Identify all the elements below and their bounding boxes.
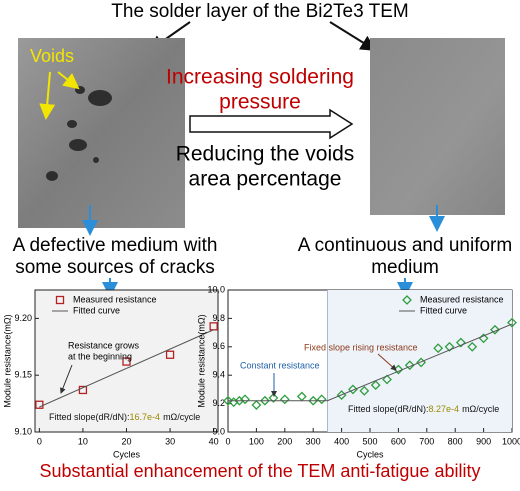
x-tick-label: 30 — [165, 436, 175, 446]
point — [316, 394, 327, 405]
point — [490, 324, 500, 335]
y-tick-label: 9.6 — [212, 341, 225, 351]
point — [240, 394, 250, 405]
x-tick-label: 0 — [225, 436, 230, 446]
point — [382, 374, 392, 385]
point — [433, 343, 444, 354]
slope-part: mΩ/cycle — [163, 412, 200, 422]
x-tick-label: 40 — [209, 436, 219, 446]
x-tick-label: 1000 — [502, 436, 520, 446]
y-tick-label: 9.4 — [212, 370, 225, 380]
annotation: at the beginning — [68, 351, 132, 361]
slope-part: mΩ/cycle — [462, 404, 499, 414]
slope-text: Fitted slope(dR/dN):8.27e-4 mΩ/cycle — [348, 404, 499, 414]
x-tick-label: 10 — [78, 436, 88, 446]
slope-part: Fitted slope(dR/dN): — [49, 412, 130, 422]
x-tick-label: 300 — [306, 436, 321, 446]
voids — [46, 86, 112, 181]
voids-text: area percentage — [189, 168, 342, 191]
caption: A defective medium with — [13, 235, 218, 256]
fitted-line — [39, 329, 214, 408]
legend-label: Measured resistance — [420, 294, 504, 304]
point — [444, 341, 455, 352]
pressure-text: pressure — [219, 91, 301, 114]
x-axis-label: Cycles — [356, 449, 384, 459]
y-tick-label: 10.0 — [207, 284, 225, 294]
point — [78, 385, 88, 395]
point — [467, 341, 478, 352]
x-tick-label: 800 — [448, 436, 463, 446]
arrow — [57, 71, 80, 90]
point — [308, 395, 319, 406]
legend-label: Fitted curve — [73, 305, 120, 315]
y-axis-label: Module resistance(mΩ) — [2, 314, 12, 407]
point — [35, 400, 44, 409]
shaded-region — [327, 290, 512, 432]
x-tick-label: 400 — [334, 436, 349, 446]
x-tick-label: 600 — [391, 436, 406, 446]
plot-area — [34, 289, 219, 433]
point — [122, 357, 131, 366]
caption: A continuous and uniform — [298, 235, 512, 256]
arrow — [329, 21, 377, 52]
y-tick-label: 9.8 — [212, 313, 225, 323]
point — [165, 350, 175, 359]
slope-part: Fitted slope(dR/dN): — [348, 404, 429, 414]
x-tick-label: 20 — [121, 436, 131, 446]
caption: some sources of cracks — [15, 257, 215, 278]
point — [223, 395, 233, 406]
y-tick-label: 9.15 — [14, 370, 32, 380]
pressure-text: Increasing soldering — [166, 66, 354, 89]
fitted-line — [228, 323, 513, 402]
slope-text: Fitted slope(dR/dN):16.7e-4 mΩ/cycle — [49, 412, 200, 422]
point — [348, 384, 358, 395]
annotation: Fixed slope rising resistance — [304, 342, 418, 352]
slope-part: 8.27e-4 — [429, 404, 460, 414]
x-tick-label: 700 — [419, 436, 434, 446]
point — [251, 400, 262, 410]
point — [279, 394, 290, 405]
annotation: Resistance grows — [68, 340, 140, 350]
point — [507, 317, 517, 328]
sem-image — [370, 38, 505, 215]
arrow — [39, 71, 56, 120]
annotation: Constant resistance — [240, 360, 320, 370]
footer: Substantial enhancement of the TEM anti-… — [40, 461, 481, 481]
annotation-arrow — [377, 353, 397, 371]
voids-label: Voids — [30, 46, 74, 66]
x-tick-label: 0 — [37, 436, 42, 446]
voids-text: Reducing the voids — [176, 143, 355, 166]
x-tick-label: 500 — [362, 436, 377, 446]
point — [359, 385, 370, 396]
y-tick-label: 9.0 — [212, 426, 225, 436]
point — [404, 360, 415, 371]
point — [260, 395, 270, 406]
x-tick-label: 100 — [249, 436, 264, 446]
legend-swatch — [55, 295, 65, 305]
x-axis-label: Cycles — [113, 449, 141, 459]
title: The solder layer of the Bi2Te3 TEM — [111, 1, 408, 22]
legend-swatch — [402, 295, 412, 305]
hollow-arrow — [189, 108, 354, 140]
x-tick-label: 900 — [476, 436, 491, 446]
y-tick-label: 9.10 — [14, 426, 32, 436]
caption: medium — [371, 257, 439, 278]
y-tick-label: 9.20 — [14, 313, 32, 323]
point — [455, 337, 466, 348]
point — [370, 380, 381, 391]
slope-part: 16.7e-4 — [130, 412, 161, 422]
sem-image — [18, 38, 185, 228]
x-tick-label: 200 — [277, 436, 292, 446]
annotation-arrow — [60, 364, 73, 394]
y-axis-label: Module resistance(mΩ) — [196, 314, 206, 407]
y-tick-label: 9.2 — [212, 398, 225, 408]
legend-label: Measured resistance — [73, 294, 157, 304]
legend-label: Fitted curve — [420, 305, 467, 315]
